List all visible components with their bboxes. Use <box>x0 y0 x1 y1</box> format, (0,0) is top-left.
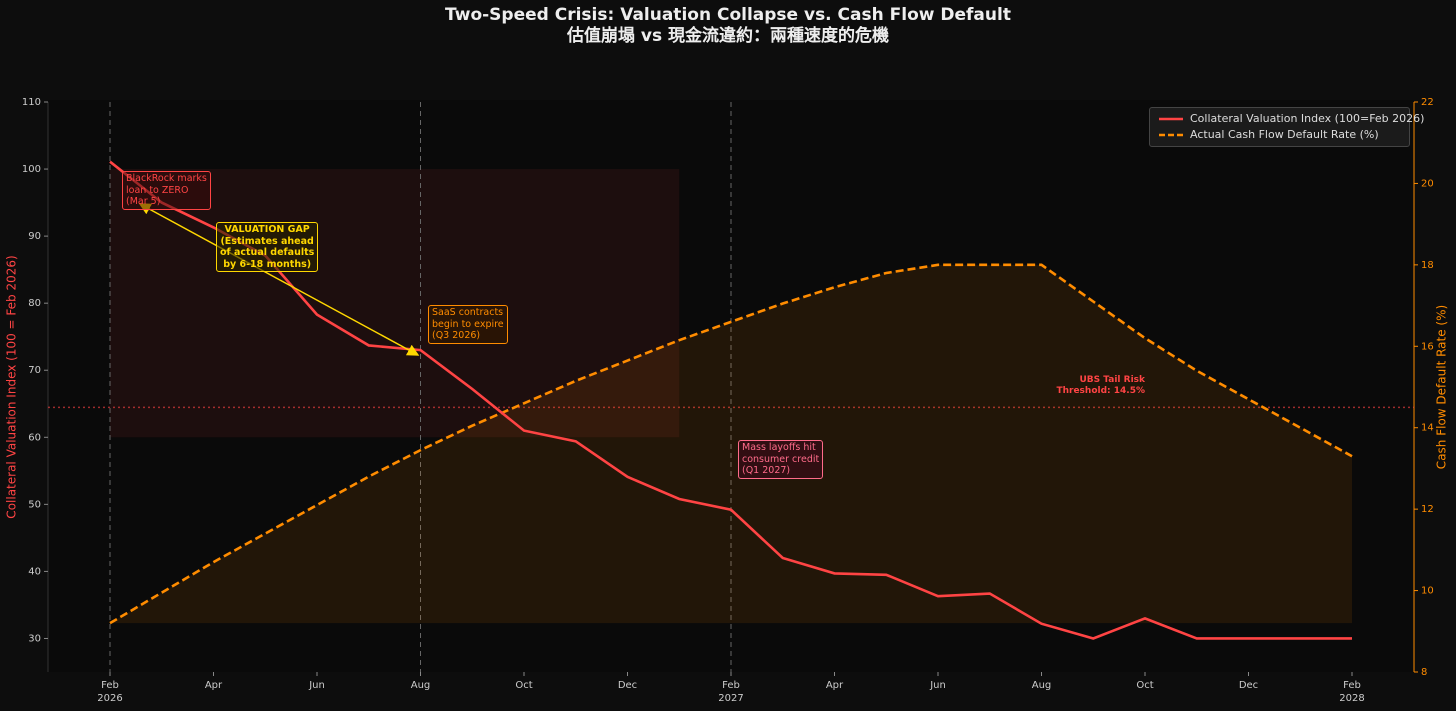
x-tick-label: Jun <box>930 680 946 691</box>
y2-tick-label: 8 <box>1421 667 1427 678</box>
y2-tick-label: 10 <box>1421 586 1434 597</box>
x-tick-label: Oct <box>515 680 533 691</box>
y2-axis-label: Cash Flow Default Rate (%) <box>1435 305 1449 469</box>
x-tick-label: Jun <box>309 680 325 691</box>
x-tick-label: Aug <box>1031 680 1052 691</box>
x-tick-label: Apr <box>825 680 844 691</box>
x-tick-label: Apr <box>204 680 223 691</box>
series-line <box>109 263 1353 625</box>
x-tick-label: Feb 2026 <box>97 680 123 704</box>
legend-item: Collateral Valuation Index (100=Feb 2026… <box>1158 112 1424 125</box>
legend-label: Actual Cash Flow Default Rate (%) <box>1190 128 1379 141</box>
x-tick-label: Dec <box>1238 680 1259 691</box>
y-tick-label: 30 <box>28 633 41 644</box>
legend-swatch <box>1159 133 1183 136</box>
x-tick-label: Feb 2028 <box>1339 680 1365 704</box>
y2-tick-label: 22 <box>1421 97 1434 108</box>
x-tick-label: Dec <box>617 680 638 691</box>
x-tick-label: Feb 2027 <box>718 680 744 704</box>
x-tick-label: Oct <box>1136 680 1154 691</box>
annotation: VALUATION GAP (Estimates ahead of actual… <box>216 222 319 272</box>
annotation: Mass layoffs hit consumer credit (Q1 202… <box>738 440 824 479</box>
y-axis-label: Collateral Valuation Index (100 = Feb 20… <box>5 255 19 518</box>
annotation: SaaS contracts begin to expire (Q3 2026) <box>428 305 508 344</box>
annotation-arrow <box>138 203 420 356</box>
y2-tick-label: 14 <box>1421 423 1434 434</box>
y-tick-label: 90 <box>28 231 41 242</box>
y2-tick-label: 20 <box>1421 178 1434 189</box>
y-tick-label: 70 <box>28 365 41 376</box>
y-tick-label: 100 <box>22 164 41 175</box>
legend-swatch <box>1159 117 1183 120</box>
chart-title: Two-Speed Crisis: Valuation Collapse vs.… <box>445 5 1011 25</box>
legend-label: Collateral Valuation Index (100=Feb 2026… <box>1190 112 1425 125</box>
annotation: BlackRock marks loan to ZERO (Mar 5) <box>122 171 211 210</box>
y-tick-label: 40 <box>28 566 41 577</box>
chart-subtitle: 估值崩塌 vs 現金流違約：兩種速度的危機 <box>566 26 890 46</box>
area-fill <box>110 264 1352 624</box>
legend: Collateral Valuation Index (100=Feb 2026… <box>1149 107 1424 147</box>
y2-tick-label: 16 <box>1421 341 1434 352</box>
y-tick-label: 80 <box>28 298 41 309</box>
y2-tick-label: 12 <box>1421 504 1434 515</box>
x-tick-label: Aug <box>410 680 431 691</box>
y-tick-label: 50 <box>28 499 41 510</box>
threshold-label: UBS Tail Risk Threshold: 14.5% <box>1056 375 1145 397</box>
legend-item: Actual Cash Flow Default Rate (%) <box>1158 128 1379 141</box>
y2-tick-label: 18 <box>1421 260 1434 271</box>
y-tick-label: 110 <box>22 97 41 108</box>
y-tick-label: 60 <box>28 432 41 443</box>
